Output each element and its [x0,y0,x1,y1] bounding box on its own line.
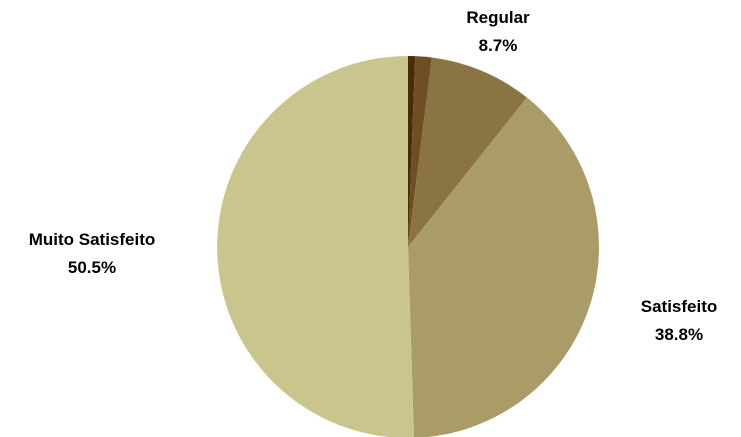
pie-slice-satisfeito [408,97,600,437]
pie-slice-muito-satisfeito [217,56,414,437]
label-satisfeito-name: Satisfeito [641,297,718,316]
label-muito-satisfeito-name: Muito Satisfeito [29,230,156,249]
pie-slices [217,56,600,437]
pie-slice-minor-1 [408,56,432,247]
label-satisfeito-value: 38.8% [655,325,703,344]
pie-slice-regular [408,57,527,248]
pie-slice-minor-0 [408,56,416,247]
label-regular-value: 8.7% [479,36,518,55]
label-muito-satisfeito-value: 50.5% [68,258,116,277]
label-regular-name: Regular [466,8,530,27]
